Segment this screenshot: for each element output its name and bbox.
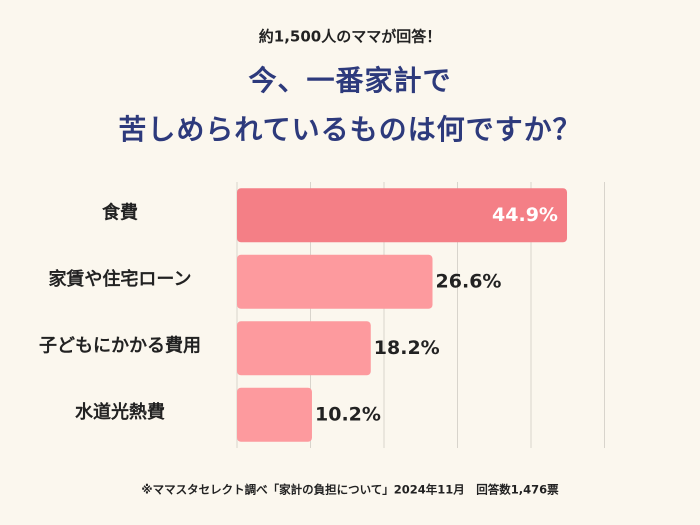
subtitle: 約1,500人のママが回答！ — [259, 28, 441, 46]
chart-title: 苦しめられているものは何ですか？ — [118, 113, 581, 146]
value-label: 26.6% — [436, 270, 502, 292]
note: ※ママスタセレクト調べ「家計の負担について」2024年11月 回答数1,476票 — [141, 483, 559, 497]
bar — [237, 321, 371, 376]
bar — [237, 188, 568, 243]
value-label: 18.2% — [374, 337, 440, 359]
bar — [237, 254, 433, 309]
value-label: 10.2% — [315, 403, 381, 425]
value-label: 44.9% — [492, 204, 558, 226]
category-label: 家賃や住宅ローン — [48, 268, 191, 290]
category-label: 水道光熱費 — [75, 401, 165, 423]
category-label: 食費 — [101, 201, 138, 223]
chart-title: 今、一番家計で — [248, 64, 451, 97]
bar — [237, 387, 312, 442]
category-label: 子どもにかかる費用 — [39, 334, 201, 356]
